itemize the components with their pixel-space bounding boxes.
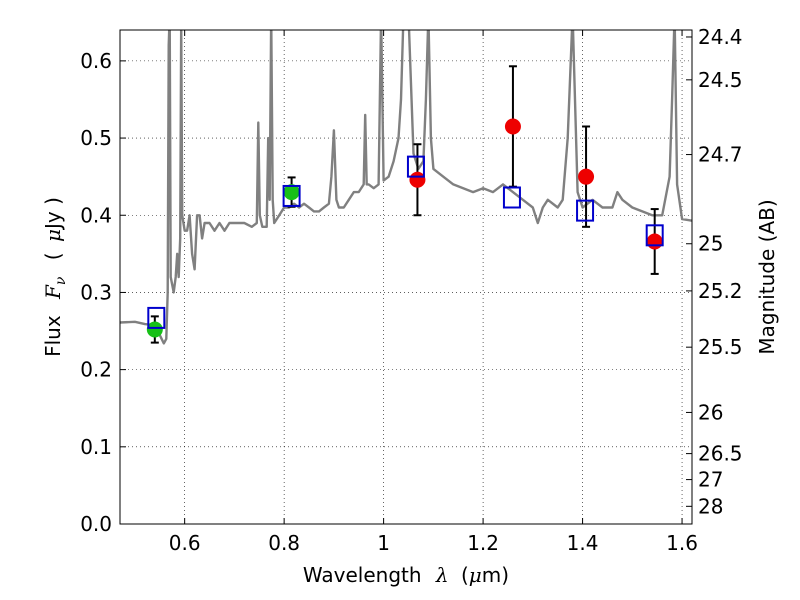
x-tick-label: 0.6 bbox=[169, 531, 201, 555]
mag-tick-label: 26 bbox=[698, 400, 723, 424]
plot-frame bbox=[119, 29, 693, 525]
mag-tick-label: 24.5 bbox=[698, 68, 743, 92]
y-tick-label: 0.4 bbox=[80, 203, 112, 227]
mag-tick-label: 28 bbox=[698, 494, 723, 518]
x-tick-label: 1.4 bbox=[567, 531, 599, 555]
mag-tick-label: 25.2 bbox=[698, 279, 743, 303]
model-flux-square bbox=[576, 199, 595, 222]
photometry-point bbox=[646, 233, 663, 250]
photometry-point bbox=[504, 118, 521, 135]
model-flux-square bbox=[645, 224, 664, 247]
model-spectrum-line bbox=[120, 30, 692, 345]
x-tick-label: 1.2 bbox=[467, 531, 499, 555]
photometry-point bbox=[283, 184, 300, 201]
mag-tick-label: 25 bbox=[698, 232, 723, 256]
x-tick-label: 1.6 bbox=[666, 531, 698, 555]
x-tick-label: 0.8 bbox=[268, 531, 300, 555]
model-flux-square bbox=[406, 155, 425, 178]
y-tick-label: 0.6 bbox=[80, 49, 112, 73]
y-tick-label: 0.3 bbox=[80, 280, 112, 304]
data-points bbox=[146, 65, 664, 344]
model-flux-square bbox=[502, 186, 521, 209]
y-tick-label: 0.2 bbox=[80, 358, 112, 382]
right-axis-label: Magnitude (AB) bbox=[755, 199, 779, 354]
y-tick-label: 0.5 bbox=[80, 126, 112, 150]
mag-tick-label: 24.4 bbox=[698, 25, 743, 49]
photometry-point bbox=[146, 321, 163, 338]
grid bbox=[120, 30, 692, 525]
y-axis-label: Flux Fν ( μJy ) bbox=[41, 197, 70, 357]
model-flux-square bbox=[282, 184, 301, 207]
model-flux-square bbox=[147, 306, 166, 329]
mag-tick-label: 24.7 bbox=[698, 143, 743, 167]
mag-tick-label: 26.5 bbox=[698, 442, 743, 466]
y-tick-label: 0.0 bbox=[80, 512, 112, 536]
spectrum-layer bbox=[120, 30, 692, 345]
mag-tick-label: 27 bbox=[698, 468, 723, 492]
photometry-point bbox=[578, 168, 595, 185]
x-tick-label: 1 bbox=[377, 531, 390, 555]
mag-tick-label: 25.5 bbox=[698, 335, 743, 359]
y-tick-label: 0.1 bbox=[80, 435, 112, 459]
x-axis-label: Wavelength λ (μm) bbox=[303, 563, 509, 587]
axis-ticks: 0.6 0.8 1 1.2 1.4 1.6 0.0 0.1 0.2 0.3 0.4 0.5 0.6 24.… bbox=[80, 25, 742, 555]
